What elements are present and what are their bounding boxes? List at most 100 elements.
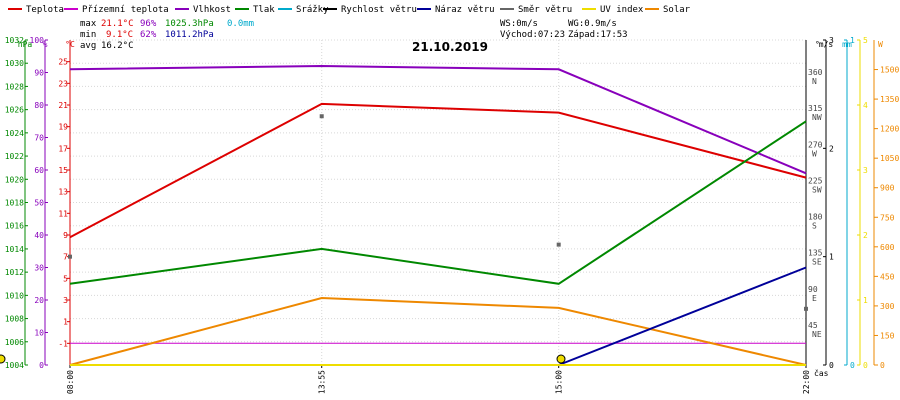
uv-tick-label: 5: [863, 36, 868, 45]
legend-label-rychlost-vetru: Rychlost větru: [341, 5, 417, 15]
solar-tick-label: 300: [880, 302, 895, 311]
series-line-solar: [69, 296, 807, 366]
series-line-tlak: [69, 120, 807, 285]
stat-avg-temp: 16.2°C: [101, 41, 134, 51]
direction-axis-unit: °: [815, 40, 820, 49]
solar-tick-label: 600: [880, 243, 895, 252]
humidity-tick-label: 10: [34, 329, 44, 338]
legend-label-srazky: Srážky: [296, 5, 329, 15]
direction-tick-value: 270: [808, 140, 823, 149]
direction-tick-value: 135: [808, 249, 823, 258]
humidity-tick-label: 0: [39, 361, 44, 370]
stat-max-press: 1025.3hPa: [165, 19, 214, 29]
stat-max-temp: 21.1°C: [101, 19, 134, 29]
wind-direction-point: [804, 306, 808, 311]
pressure-tick-label: 1028: [5, 82, 24, 91]
direction-tick-label: NE: [812, 330, 822, 339]
humidity-tick-label: 50: [34, 199, 44, 208]
solar-tick-label: 1500: [880, 66, 899, 75]
x-tick-label: 13:55: [318, 370, 327, 394]
temperature-tick-label: 17: [58, 144, 68, 153]
solar-tick-label: 0: [880, 361, 885, 370]
speed-tick-label: 0: [829, 361, 834, 370]
direction-tick-value: 180: [808, 213, 823, 222]
direction-tick-label: SE: [812, 258, 822, 267]
series-line-teplota: [69, 102, 807, 239]
stat-min-hum: 62%: [140, 30, 157, 40]
solar-tick-label: 1350: [880, 95, 899, 104]
legend-label-teplota: Teplota: [26, 5, 64, 15]
stats-panel: max 21.1°C 96% 1025.3hPa 0.0mm min 9.1°C…: [80, 19, 628, 51]
stat-min-label: min: [80, 30, 96, 40]
uv-tick-label: 3: [863, 166, 868, 175]
temperature-tick-label: 25: [58, 58, 68, 67]
solar-tick-label: 150: [880, 331, 895, 340]
direction-tick-value: 360: [808, 68, 823, 77]
temperature-tick-label: 13: [58, 188, 68, 197]
direction-tick-label: SW: [812, 185, 822, 194]
stat-avg-label: avg: [80, 41, 96, 51]
temperature-tick-label: 11: [58, 209, 68, 218]
wind-direction-point: [556, 242, 561, 247]
stat-max-hum: 96%: [140, 19, 157, 29]
legend-label-smer-vetru: Směr větru: [518, 5, 572, 15]
legend-label-naraz-vetru: Náraz větru: [435, 5, 495, 15]
temperature-tick-label: 1: [63, 318, 68, 327]
stat-sunrise: Východ:07:23: [500, 30, 565, 40]
pressure-axis-unit: hPa: [18, 40, 33, 49]
axes: hPa1004100610081010101210141016101810201…: [5, 36, 900, 394]
pressure-tick-label: 1014: [5, 245, 24, 254]
series-layer: [69, 64, 807, 366]
legend-label-vlhkost: Vlhkost: [193, 5, 231, 15]
direction-tick-label: E: [812, 294, 817, 303]
solar-axis-unit: W: [878, 40, 883, 49]
direction-tick-value: 315: [808, 104, 823, 113]
stat-wg: WG:0.9m/s: [568, 19, 617, 29]
uv-tick-label: 2: [863, 231, 868, 240]
legend: Teplota Přízemní teplota Vlhkost Tlak Srážky…: [8, 5, 691, 15]
temperature-tick-label: 23: [58, 79, 68, 88]
humidity-tick-label: 40: [34, 231, 44, 240]
humidity-tick-label: 90: [34, 69, 44, 78]
direction-tick-label: W: [812, 149, 817, 158]
uv-tick-label: 4: [863, 101, 868, 110]
pressure-tick-label: 1020: [5, 175, 24, 184]
temperature-tick-label: 5: [63, 274, 68, 283]
grid: [69, 39, 807, 366]
direction-tick-value: 225: [808, 176, 823, 185]
solar-tick-label: 450: [880, 272, 895, 281]
chart-title: 21.10.2019: [412, 40, 488, 54]
humidity-tick-label: 60: [34, 166, 44, 175]
pressure-tick-label: 1008: [5, 315, 24, 324]
marker-layer: [0, 114, 808, 364]
direction-tick-value: 90: [808, 285, 818, 294]
x-tick-label: 22:00: [802, 370, 811, 394]
temperature-tick-label: -1: [58, 339, 68, 348]
stat-sunset: Západ:17:53: [568, 30, 628, 40]
temperature-tick-label: 3: [63, 296, 68, 305]
temperature-axis-unit: °C: [65, 40, 75, 49]
uv-tick-label: 0: [863, 361, 868, 370]
pressure-tick-label: 1030: [5, 59, 24, 68]
humidity-tick-label: 30: [34, 264, 44, 273]
legend-label-tlak: Tlak: [253, 5, 275, 15]
stat-max-rain: 0.0mm: [227, 19, 254, 29]
rain-axis-unit: mm: [842, 40, 852, 49]
temperature-tick-label: 15: [58, 166, 68, 175]
solar-tick-label: 750: [880, 213, 895, 222]
pressure-tick-label: 1010: [5, 291, 24, 300]
stat-min-press: 1011.2hPa: [165, 30, 214, 40]
direction-tick-label: NW: [812, 113, 822, 122]
temperature-tick-label: 21: [58, 101, 68, 110]
solar-tick-label: 1200: [880, 125, 899, 134]
speed-tick-label: 1: [829, 253, 834, 262]
stat-ws: WS:0m/s: [500, 19, 538, 29]
pressure-tick-label: 1032: [5, 36, 24, 45]
x-tick-label: 08:00: [66, 370, 75, 394]
sunset-marker: [556, 354, 566, 364]
temperature-tick-label: 9: [63, 231, 68, 240]
temperature-tick-label: 19: [58, 123, 68, 132]
rain-tick-label: 1: [850, 36, 855, 45]
legend-label-uv-index: UV index: [600, 5, 644, 15]
